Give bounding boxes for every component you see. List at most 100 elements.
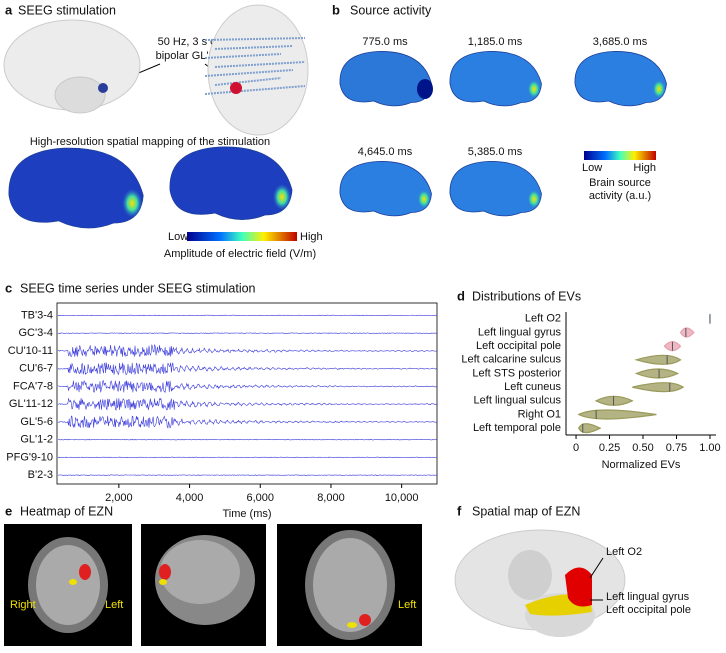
electrode — [204, 37, 306, 41]
brain-surface — [339, 161, 432, 217]
ezn-spot — [159, 564, 171, 580]
brain-surface — [574, 51, 667, 107]
violin — [577, 409, 657, 420]
ezn-red — [565, 567, 592, 607]
time-label: 5,385.0 ms — [468, 146, 523, 158]
plot-frame — [56, 302, 438, 485]
activity-spot — [273, 184, 291, 210]
colorbar — [584, 151, 656, 160]
activity-spot — [652, 79, 666, 99]
activity-spot — [122, 188, 143, 218]
ezn-spot — [79, 564, 91, 580]
ezn-spot — [159, 579, 167, 585]
panel-title: Heatmap of EZN — [20, 504, 113, 518]
stim-site — [230, 82, 242, 94]
channel-label: GL'1-2 — [20, 434, 53, 446]
trace — [57, 456, 437, 459]
colorbar-low: Low — [582, 162, 602, 174]
structure — [508, 550, 552, 600]
activity-spot — [417, 79, 433, 99]
panel-title: Distributions of EVs — [472, 289, 581, 303]
orientation-label: Right — [10, 599, 36, 611]
colorbar-label: Amplitude of electric field (V/m) — [164, 248, 316, 260]
panel-title: SEEG stimulation — [18, 3, 116, 17]
colorbar-low: Low — [168, 231, 188, 243]
violin — [632, 382, 685, 393]
annotation: 50 Hz, 3 s on — [158, 36, 223, 48]
channel-label: TB'3-4 — [21, 309, 53, 321]
violin — [594, 395, 634, 406]
x-tick-label: 0.50 — [632, 442, 653, 454]
region-label: Left O2 — [606, 546, 642, 558]
x-tick-label: 8,000 — [317, 492, 345, 504]
x-tick-label: 1.00 — [699, 442, 720, 454]
region-label: Left occipital pole — [606, 604, 691, 616]
panel-letter: b — [332, 2, 340, 17]
violin — [578, 423, 602, 434]
trace — [57, 415, 437, 429]
electrode — [214, 77, 282, 86]
trace — [57, 397, 437, 411]
channel-label: CU'10-11 — [8, 345, 53, 357]
electrode — [204, 69, 294, 77]
trace — [57, 332, 437, 334]
x-tick-label: 0 — [573, 442, 579, 454]
orientation-label: Left — [398, 599, 416, 611]
trace — [58, 474, 437, 476]
activity-spot — [417, 189, 431, 209]
panel-title: Source activity — [350, 3, 432, 17]
y-tick-label: Left STS posterior — [472, 367, 561, 379]
activity-spot — [527, 189, 541, 209]
channel-label: CU'6-7 — [19, 363, 53, 375]
x-tick-label: 10,000 — [385, 492, 419, 504]
ezn-spot — [359, 614, 371, 626]
trace — [57, 314, 437, 317]
brain-surface — [449, 161, 542, 217]
ezn-spot — [347, 622, 357, 628]
stim-site — [98, 83, 108, 93]
colorbar-label: Brain source — [589, 177, 651, 189]
x-tick-label: 2,000 — [105, 492, 133, 504]
time-label: 3,685.0 ms — [593, 36, 648, 48]
brain-surface — [449, 51, 542, 107]
y-tick-label: Left occipital pole — [476, 340, 561, 352]
y-tick-label: Right O1 — [518, 408, 561, 420]
y-tick-label: Left calcarine sulcus — [461, 354, 561, 366]
y-tick-label: Left cuneus — [504, 381, 561, 393]
electrode — [204, 53, 282, 59]
x-tick-label: 0.25 — [599, 442, 620, 454]
arrow — [589, 557, 604, 579]
brain — [313, 538, 387, 632]
glass-brain — [54, 76, 106, 114]
panel-letter: d — [457, 288, 465, 303]
channel-label: GL'5-6 — [20, 416, 53, 428]
activity-spot — [527, 79, 541, 99]
colorbar-label: activity (a.u.) — [589, 190, 651, 202]
subtitle: High-resolution spatial mapping of the s… — [30, 136, 270, 148]
brain — [160, 540, 240, 604]
time-label: 1,185.0 ms — [468, 36, 523, 48]
time-label: 775.0 ms — [362, 36, 408, 48]
panel-letter: a — [5, 2, 13, 17]
annotation: bipolar GL'5-6 — [156, 50, 225, 62]
violin — [634, 354, 682, 365]
panel-title: SEEG time series under SEEG stimulation — [20, 281, 256, 295]
panel-letter: c — [5, 280, 12, 295]
ezn-spot — [69, 579, 77, 585]
brain — [36, 545, 100, 625]
violin — [634, 368, 680, 379]
y-tick-label: Left O2 — [525, 313, 561, 325]
electrode — [204, 85, 306, 95]
trace — [57, 380, 437, 393]
colorbar — [187, 232, 297, 241]
panel-letter: e — [5, 503, 12, 518]
panel-title: Spatial map of EZN — [472, 504, 580, 518]
time-label: 4,645.0 ms — [358, 146, 413, 158]
channel-label: GC'3-4 — [19, 327, 54, 339]
electrode — [214, 61, 306, 68]
x-tick-label: 4,000 — [176, 492, 204, 504]
channel-label: FCA'7-8 — [13, 380, 53, 392]
trace — [57, 343, 437, 358]
colorbar-high: High — [633, 162, 656, 174]
y-tick-label: Left temporal pole — [473, 422, 561, 434]
